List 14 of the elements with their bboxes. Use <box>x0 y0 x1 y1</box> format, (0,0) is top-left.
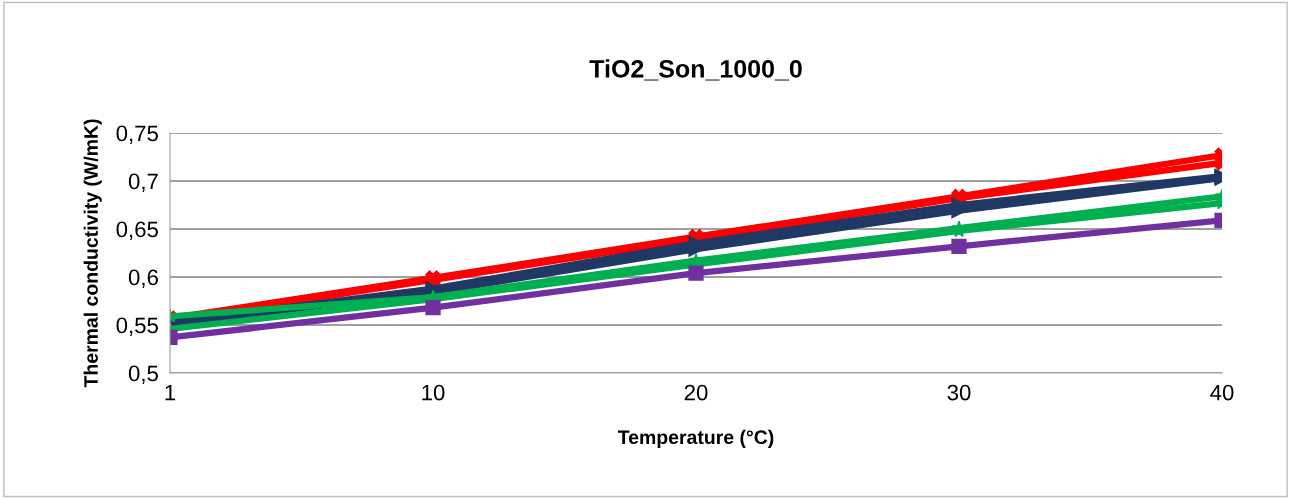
x-tick-label: 20 <box>684 384 708 401</box>
y-tick-label: 0,65 <box>116 221 158 240</box>
y-tick-label: 0,6 <box>128 269 158 288</box>
x-tick-label: 30 <box>947 384 971 401</box>
y-axis-title: Thermal conductivity (W/mK) <box>83 119 102 388</box>
chart-title: TiO2_Son_1000_0 <box>589 59 802 81</box>
x-tick-label: 40 <box>1210 384 1234 401</box>
x-tick-label: 1 <box>165 384 176 401</box>
x-axis-title: Temperature (°C) <box>617 429 774 448</box>
y-tick-label: 0,75 <box>116 125 158 144</box>
x-tick-label: 10 <box>422 384 445 401</box>
y-tick-label: 0,5 <box>128 365 158 384</box>
y-tick-label: 0,55 <box>116 317 158 336</box>
y-tick-label: 0,7 <box>128 173 158 192</box>
